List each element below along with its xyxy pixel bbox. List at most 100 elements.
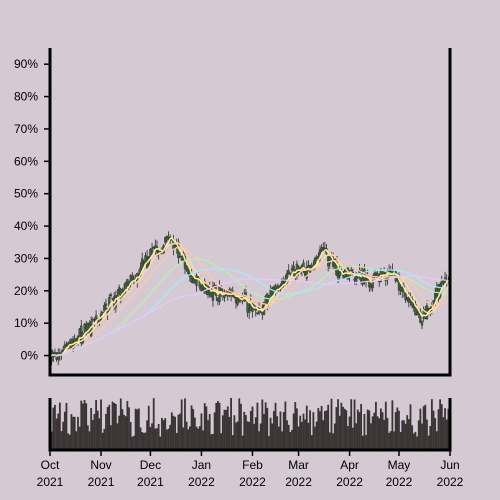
x-tick-year: 2022 xyxy=(336,475,363,489)
volume-bar xyxy=(409,404,412,450)
x-tick-year: 2021 xyxy=(137,475,164,489)
volume-bar xyxy=(383,419,386,450)
volume-bar xyxy=(147,405,150,450)
volume-bar xyxy=(156,428,158,450)
volume-bar xyxy=(243,411,246,450)
volume-bar xyxy=(407,419,410,450)
y-axis-ticks: 0% 10% 20% 30% 40% 50% 60% 70% 80% 90% xyxy=(14,57,50,363)
volume-bar xyxy=(412,433,415,450)
volume-bar xyxy=(124,416,127,450)
candle-body xyxy=(289,272,292,275)
volume-bar xyxy=(142,432,145,450)
volume-bar xyxy=(187,429,190,450)
volume-bar xyxy=(80,400,83,450)
volume-bar xyxy=(190,405,193,450)
volume-bar xyxy=(320,405,323,450)
volume-bar xyxy=(233,415,236,450)
volume-bar xyxy=(258,431,260,450)
volume-bar xyxy=(365,434,367,450)
volume-bar xyxy=(179,413,181,450)
x-tick-month: Jun xyxy=(440,458,459,472)
candle-body xyxy=(292,265,295,272)
volume-bar xyxy=(200,413,203,450)
volume-bar xyxy=(340,402,343,450)
x-tick-year: 2021 xyxy=(37,475,64,489)
volume-bar xyxy=(226,406,229,450)
candle-body xyxy=(150,248,154,253)
volume-bar xyxy=(335,407,338,450)
volume-bar xyxy=(208,414,211,450)
volume-bar xyxy=(248,421,251,450)
volume-bar xyxy=(111,401,114,450)
moving-average-line xyxy=(49,246,449,360)
volume-bar xyxy=(325,410,328,450)
volume-bar xyxy=(67,433,70,450)
volume-bar xyxy=(192,409,195,450)
y-tick-label: 50% xyxy=(14,187,38,201)
volume-bar xyxy=(414,431,417,450)
volume-bar xyxy=(343,408,346,450)
x-tick-month: May xyxy=(388,458,411,472)
volume-bar xyxy=(121,409,124,450)
x-tick-year: 2022 xyxy=(285,475,312,489)
volume-bar xyxy=(347,426,349,450)
volume-bar xyxy=(427,435,430,450)
volume-bar xyxy=(381,412,384,450)
volume-bar xyxy=(68,434,71,450)
volume-bar xyxy=(294,402,297,450)
x-tick-year: 2022 xyxy=(239,475,266,489)
volume-bar xyxy=(50,431,53,450)
x-tick-year: 2022 xyxy=(437,475,464,489)
volume-bar xyxy=(264,402,267,450)
x-axis-ticks: Oct 2021 Nov 2021 Dec 2021 Jan 2022 Feb 2022 Mar 20… xyxy=(37,450,464,489)
volume-bar xyxy=(404,423,407,450)
volume-bar xyxy=(271,423,274,450)
volume-bar xyxy=(302,413,305,450)
volume-bar xyxy=(170,412,173,450)
candle-body xyxy=(126,279,129,284)
volume-bar xyxy=(108,404,111,450)
volume-bar xyxy=(333,423,336,450)
volume-bar xyxy=(388,432,390,450)
volume-bar xyxy=(157,424,160,450)
axes xyxy=(48,48,452,452)
moving-average-line xyxy=(49,236,449,360)
volume-bar xyxy=(249,410,252,450)
candle-body xyxy=(94,315,98,321)
volume-bar xyxy=(60,431,63,450)
volume-bar xyxy=(123,414,125,450)
volume-bar xyxy=(131,436,134,450)
volume-bar xyxy=(96,410,99,450)
volume-bar xyxy=(445,419,448,450)
volume-bar xyxy=(184,398,186,450)
volume-bar xyxy=(348,416,351,450)
volume-bar xyxy=(236,421,239,450)
volume-bar xyxy=(351,427,354,450)
volume-bar xyxy=(435,431,438,450)
volume-bar xyxy=(72,416,74,450)
volume-bar xyxy=(375,401,377,450)
volume-bar xyxy=(189,426,191,450)
y-tick-label: 70% xyxy=(14,122,38,136)
volume-bar xyxy=(332,433,335,450)
candle-body xyxy=(287,270,290,275)
volume-bar xyxy=(421,423,423,450)
volume-bar xyxy=(58,402,61,450)
volume-bar xyxy=(327,404,330,450)
volume-bar xyxy=(228,416,231,450)
volume-bar xyxy=(328,432,331,450)
volume-bar xyxy=(167,428,170,450)
volume-bar xyxy=(368,410,371,450)
volume-bar xyxy=(86,425,89,450)
volume-bar xyxy=(205,406,208,450)
candle-body xyxy=(178,256,182,258)
volume-bar xyxy=(261,399,264,450)
volume-bar xyxy=(195,426,198,450)
volume-bar xyxy=(95,399,97,450)
volume-bar xyxy=(394,412,397,450)
volume-bar xyxy=(238,398,241,450)
volume-bar xyxy=(91,419,94,450)
x-tick-month: Nov xyxy=(90,458,111,472)
x-tick-month: Dec xyxy=(140,458,161,472)
volume-bar xyxy=(422,406,425,450)
